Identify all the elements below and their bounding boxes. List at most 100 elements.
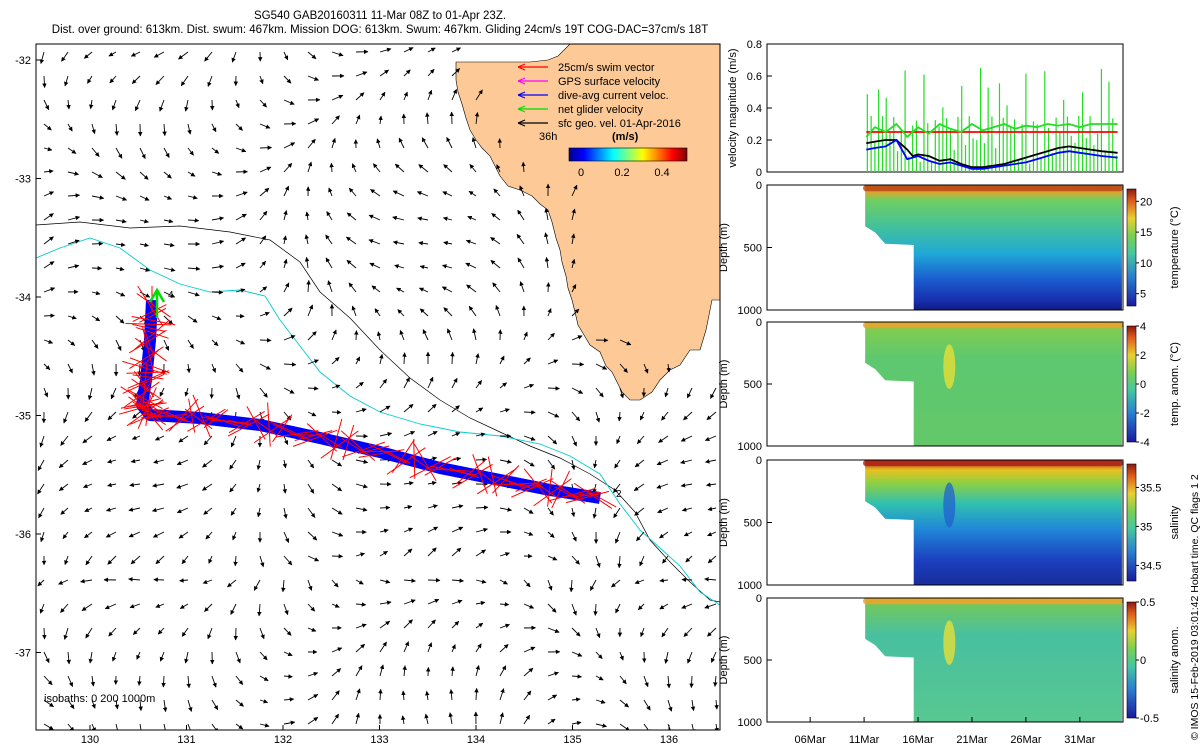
swim-vector bbox=[292, 436, 318, 447]
geostrophic-arrow bbox=[683, 411, 693, 421]
swim-vector bbox=[551, 491, 561, 509]
geostrophic-arrow bbox=[571, 459, 576, 471]
swim-vector bbox=[191, 417, 196, 433]
geostrophic-arrow bbox=[704, 603, 717, 609]
colorbar-tick: -2 bbox=[1140, 408, 1150, 420]
geostrophic-arrow bbox=[571, 720, 582, 726]
geostrophic-arrow bbox=[475, 380, 483, 389]
geostrophic-arrow bbox=[282, 483, 287, 494]
geostrophic-arrow bbox=[523, 435, 536, 441]
geostrophic-arrow bbox=[451, 68, 460, 77]
geostrophic-arrow bbox=[37, 579, 45, 587]
colorbar-tick: -0.5 bbox=[1140, 713, 1159, 725]
geostrophic-arrow bbox=[67, 264, 80, 269]
surface-sample bbox=[1116, 184, 1123, 192]
geostrophic-arrow bbox=[379, 620, 391, 629]
colorbar-tick: 2 bbox=[1140, 350, 1146, 362]
swim-vector bbox=[134, 403, 149, 414]
geostrophic-arrow bbox=[571, 335, 583, 341]
section-ylabel: Depth (m) bbox=[718, 360, 730, 409]
geostrophic-arrow bbox=[89, 99, 94, 110]
section-colorbar bbox=[1126, 601, 1137, 719]
geostrophic-arrow bbox=[547, 411, 560, 418]
section-colorbar bbox=[1126, 325, 1137, 443]
section-panel-3: 0 500 1000 Depth (m) 0.5 0 -0.5 salinity anom. bbox=[718, 593, 1181, 729]
geostrophic-arrow bbox=[707, 555, 717, 564]
geostrophic-arrow bbox=[499, 552, 510, 557]
geostrophic-arrow bbox=[475, 665, 480, 677]
geostrophic-arrow bbox=[355, 602, 367, 607]
section-y-tick: 0 bbox=[756, 180, 762, 192]
swim-vector bbox=[256, 424, 266, 440]
swim-vector bbox=[566, 495, 591, 504]
geostrophic-arrow bbox=[211, 315, 222, 321]
geostrophic-arrow bbox=[634, 579, 645, 585]
swim-vector bbox=[143, 364, 148, 391]
geostrophic-arrow bbox=[130, 51, 141, 57]
geostrophic-arrow bbox=[139, 218, 149, 224]
swim-vector bbox=[120, 386, 143, 402]
swim-vector bbox=[145, 374, 164, 384]
geostrophic-arrow bbox=[616, 435, 621, 445]
geostrophic-arrow bbox=[84, 531, 93, 539]
swim-vector bbox=[413, 461, 416, 479]
geostrophic-arrow bbox=[547, 671, 559, 677]
geostrophic-arrow bbox=[499, 355, 505, 365]
geostrophic-arrow bbox=[451, 47, 461, 53]
geostrophic-arrow bbox=[187, 147, 194, 156]
swim-vector bbox=[547, 489, 551, 507]
geostrophic-arrow bbox=[516, 233, 525, 245]
geostrophic-arrow bbox=[43, 287, 56, 293]
geostrophic-arrow bbox=[499, 459, 512, 464]
geostrophic-arrow bbox=[547, 459, 556, 470]
geostrophic-arrow bbox=[424, 713, 429, 725]
swim-vector bbox=[144, 387, 162, 400]
geostrophic-arrow bbox=[307, 118, 320, 125]
geostrophic-arrow bbox=[180, 75, 189, 87]
geostrophic-arrow bbox=[43, 675, 53, 686]
geostrophic-arrow bbox=[547, 359, 559, 365]
geostrophic-arrow bbox=[376, 138, 381, 149]
map-panel: 4 2 130 131 132 133 134 135 136 -32 -33 -34 -35 -36 -… bbox=[15, 43, 721, 746]
swim-vector bbox=[128, 396, 145, 409]
geostrophic-arrow bbox=[88, 651, 93, 664]
swim-vector bbox=[134, 337, 150, 349]
geostrophic-arrow bbox=[186, 363, 191, 374]
geostrophic-arrow bbox=[306, 279, 311, 293]
geostrophic-arrow bbox=[163, 171, 172, 179]
swim-vector bbox=[142, 327, 150, 353]
swim-vector bbox=[137, 285, 153, 309]
swim-vector bbox=[168, 416, 183, 432]
velocity-panel: 0 0.2 0.4 0.6 0.8 velocity magnitude (m/s) bbox=[727, 39, 1124, 179]
surface-sample bbox=[1116, 597, 1123, 605]
geostrophic-arrow bbox=[331, 329, 337, 341]
velocity-y-tick: 0.6 bbox=[747, 71, 762, 83]
geostrophic-arrow bbox=[569, 579, 574, 593]
map-x-tick: 130 bbox=[81, 734, 99, 746]
geostrophic-arrow bbox=[427, 403, 437, 413]
geostrophic-arrow bbox=[379, 69, 390, 77]
geostrophic-arrow bbox=[108, 627, 117, 637]
geostrophic-arrow bbox=[427, 642, 433, 653]
geostrophic-arrow bbox=[91, 723, 96, 730]
geostrophic-arrow bbox=[706, 411, 717, 421]
legend-label: dive-avg current veloc. bbox=[558, 90, 669, 102]
geostrophic-arrow bbox=[683, 531, 693, 537]
swim-vector bbox=[413, 439, 415, 462]
map-frame bbox=[35, 43, 721, 731]
geostrophic-arrow bbox=[523, 459, 535, 467]
geostrophic-arrow bbox=[571, 627, 581, 637]
geostrophic-arrow bbox=[235, 147, 247, 153]
geostrophic-arrow bbox=[427, 526, 439, 533]
swim-vector bbox=[425, 468, 451, 471]
geostrophic-arrow bbox=[111, 99, 117, 111]
geostrophic-arrow bbox=[233, 555, 238, 567]
geostrophic-arrow bbox=[427, 504, 438, 509]
geostrophic-arrow bbox=[259, 260, 267, 269]
geostrophic-arrow bbox=[43, 363, 51, 371]
geostrophic-arrow bbox=[402, 665, 407, 677]
geostrophic-arrow bbox=[634, 507, 645, 516]
geostrophic-arrow bbox=[403, 431, 416, 437]
geostrophic-arrow bbox=[227, 579, 237, 588]
geostrophic-arrow bbox=[397, 309, 405, 317]
